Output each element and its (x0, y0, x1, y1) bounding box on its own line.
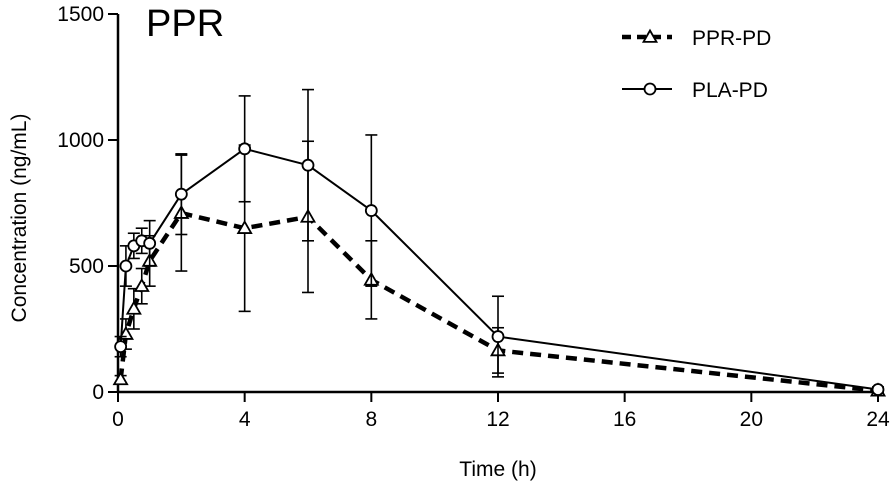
data-point (238, 142, 252, 156)
data-point (236, 219, 253, 234)
data-point (871, 383, 885, 396)
data-point (143, 236, 157, 250)
x-axis-label: Time (h) (459, 458, 536, 481)
data-point (133, 277, 150, 292)
data-point (112, 371, 129, 386)
series-ppr-pd (112, 140, 887, 397)
x-tick-label: 0 (112, 408, 124, 431)
y-ticks: 0 500 1000 1500 (57, 3, 118, 404)
y-tick-label: 500 (69, 255, 104, 278)
chart-title: PPR (146, 3, 224, 45)
data-point (364, 204, 378, 217)
x-tick-label: 4 (239, 408, 251, 431)
x-tick-label: 24 (866, 408, 890, 431)
x-tick-label: 12 (486, 408, 509, 431)
y-tick-label: 0 (92, 381, 104, 404)
x-tick-label: 20 (740, 408, 763, 431)
y-axis-label: Concentration (ng/mL) (8, 114, 31, 323)
x-ticks: 0 4 8 12 16 20 24 (112, 392, 890, 431)
data-point (491, 330, 505, 343)
data-point (114, 340, 128, 354)
data-point (174, 187, 188, 201)
y-tick-label: 1000 (57, 129, 104, 152)
data-point (119, 259, 133, 273)
triangle-marker-icon (641, 28, 659, 43)
x-tick-label: 8 (365, 408, 377, 431)
series-pla-pd (114, 88, 885, 396)
data-point (125, 300, 142, 315)
circle-marker-icon (643, 82, 657, 96)
data-point (301, 158, 315, 172)
y-tick-label: 1500 (57, 3, 104, 26)
series-line (118, 210, 879, 393)
x-tick-label: 16 (613, 408, 636, 431)
legend: PPR-PD PLA-PD (622, 27, 771, 102)
legend-label: PLA-PD (692, 79, 768, 102)
series-layer (112, 88, 887, 397)
legend-label: PPR-PD (692, 27, 771, 50)
